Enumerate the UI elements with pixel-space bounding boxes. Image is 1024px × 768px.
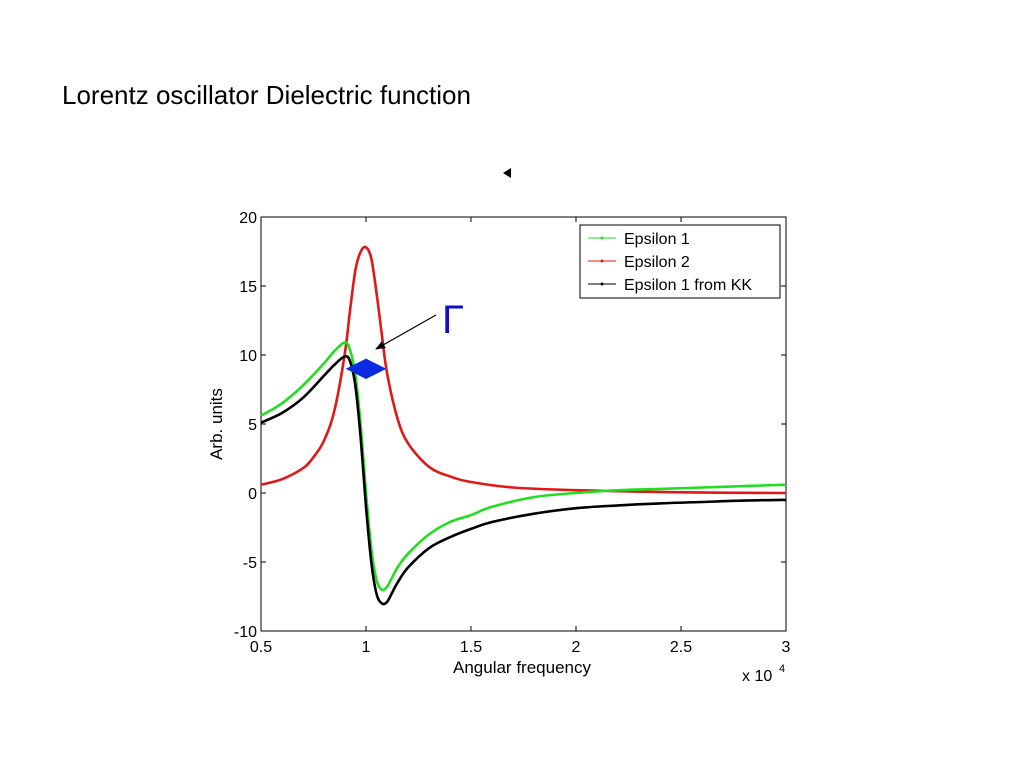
- series-line-epsilon-2: [260, 245, 787, 495]
- legend-marker: [600, 259, 604, 263]
- x-tick-label: 2: [572, 639, 581, 656]
- y-tick-label: -10: [234, 624, 257, 641]
- series-line-epsilon-1: [260, 341, 787, 592]
- y-tick-label: 5: [248, 417, 257, 434]
- x-tick-label: 2.5: [670, 639, 692, 656]
- x-tick-label: 1: [362, 639, 371, 656]
- y-tick-label: 15: [239, 279, 257, 296]
- legend: Epsilon 1 Epsilon 2 Epsilon 1 from KK: [579, 224, 781, 299]
- x-axis-label: Angular frequency: [453, 658, 591, 677]
- slide-title: Lorentz oscillator Dielectric function: [62, 80, 471, 110]
- x-tick-label: 1.5: [460, 639, 482, 656]
- legend-marker: [600, 282, 604, 286]
- y-axis-label: Arb. units: [207, 388, 226, 460]
- y-tick-label: -5: [243, 555, 257, 572]
- series-line-epsilon-1-from-kk: [260, 354, 787, 606]
- series-layer: [260, 245, 787, 606]
- x-tick-label: 3: [782, 639, 791, 656]
- annotation-arrow: [375, 314, 437, 350]
- annotation-layer: Γ: [345, 298, 464, 380]
- y-tick-label: 0: [248, 486, 257, 503]
- legend-label: Epsilon 1: [624, 231, 690, 248]
- y-tick-label: 10: [239, 348, 257, 365]
- bullet-arrow-icon: [503, 168, 511, 178]
- legend-marker: [600, 236, 604, 240]
- x-multiplier-label: x 10: [742, 668, 772, 685]
- y-tick-label: 20: [239, 210, 257, 227]
- x-multiplier-exponent: 4: [779, 663, 785, 675]
- legend-label: Epsilon 1 from KK: [624, 277, 752, 294]
- gamma-label: Γ: [442, 298, 464, 342]
- x-tick-label: 0.5: [250, 639, 272, 656]
- legend-label: Epsilon 2: [624, 254, 690, 271]
